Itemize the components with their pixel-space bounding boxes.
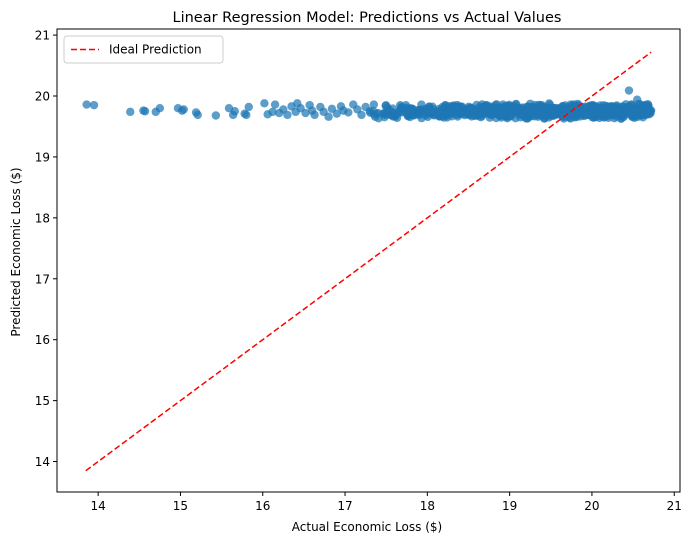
scatter-point: [242, 110, 251, 120]
x-tick-label: 18: [420, 499, 435, 513]
scatter-point: [270, 100, 280, 109]
scatter-point: [371, 112, 380, 121]
scatter-point: [421, 106, 431, 115]
axes-frame: [56, 28, 681, 493]
y-tick-label: 17: [35, 272, 50, 286]
y-tick-label: 21: [35, 29, 50, 43]
x-tick-label: 20: [584, 499, 599, 513]
x-tick-label: 17: [337, 499, 352, 513]
scatter-point: [211, 111, 221, 120]
x-tick-label: 19: [502, 499, 517, 513]
ideal-prediction-line: [85, 51, 652, 472]
scatter-point: [140, 107, 150, 116]
scatter-point: [624, 86, 634, 95]
scatter-point: [369, 100, 379, 109]
x-tick-label: 16: [255, 499, 270, 513]
scatter-point: [344, 108, 353, 117]
scatter-point: [557, 108, 567, 117]
scatter-point: [577, 107, 587, 117]
scatter-point: [548, 103, 557, 113]
scatter-point: [464, 105, 474, 114]
scatter-point: [611, 105, 621, 114]
scatter-point: [633, 106, 642, 115]
scatter-point: [603, 105, 612, 115]
scatter-point: [482, 100, 491, 110]
x-tick-label: 15: [173, 499, 188, 513]
scatter-point: [89, 100, 99, 110]
scatter-point: [357, 110, 366, 120]
scatter-point: [332, 109, 342, 118]
scatter-point: [596, 109, 606, 118]
scatter-point: [531, 103, 540, 112]
chart-title: Linear Regression Model: Predictions vs …: [173, 10, 562, 26]
scatter-point: [474, 104, 483, 113]
y-tick-label: 18: [35, 211, 50, 225]
scatter-point: [310, 110, 319, 120]
legend-box: [63, 35, 224, 64]
scatter-point: [437, 106, 447, 115]
scatter-point: [534, 112, 543, 121]
y-tick-label: 14: [35, 455, 50, 469]
y-tick-label: 15: [35, 394, 50, 408]
scatter-point: [498, 104, 508, 113]
scatter-point: [381, 101, 390, 110]
scatter-point: [230, 107, 239, 116]
scatter-point: [126, 107, 135, 117]
x-axis-label: Actual Economic Loss ($): [292, 520, 442, 534]
scatter-point: [301, 108, 310, 118]
legend-label-ideal-prediction: Ideal Prediction: [109, 43, 202, 57]
scatter-point: [633, 95, 642, 104]
scatter-point: [483, 108, 492, 118]
scatter-point: [476, 112, 485, 122]
scatter-point: [508, 105, 518, 114]
y-axis-label: Predicted Economic Loss ($): [9, 167, 23, 336]
scatter-point: [244, 102, 253, 112]
axis-ticks: 14 15 16 17 18 19 20 21 14 15 16 17 18 19 20 21: [35, 29, 682, 513]
scatter-point: [644, 110, 654, 119]
scatter-point: [407, 104, 416, 113]
scatter-point: [324, 112, 333, 121]
y-tick-label: 20: [35, 90, 50, 104]
scatter-point: [283, 110, 292, 120]
plot-area: [82, 51, 656, 472]
x-tick-label: 21: [667, 499, 682, 513]
y-tick-label: 19: [35, 150, 50, 164]
scatter-point: [179, 105, 188, 114]
scatter-point: [268, 107, 277, 117]
scatter-point: [591, 101, 600, 111]
scatter-point: [584, 109, 593, 119]
scatter-point: [447, 102, 456, 112]
scatter-point: [523, 106, 532, 115]
scatter-point: [516, 113, 525, 122]
x-tick-label: 14: [91, 499, 106, 513]
legend: Ideal Prediction: [63, 35, 224, 64]
scatter-point: [455, 108, 465, 117]
scatter-point: [82, 100, 91, 109]
scatter-point: [193, 110, 202, 120]
scatter-point: [155, 104, 165, 113]
scatter-point: [394, 108, 403, 118]
scatter-point: [539, 105, 549, 115]
scatter-point: [260, 99, 269, 108]
y-tick-label: 16: [35, 333, 50, 347]
